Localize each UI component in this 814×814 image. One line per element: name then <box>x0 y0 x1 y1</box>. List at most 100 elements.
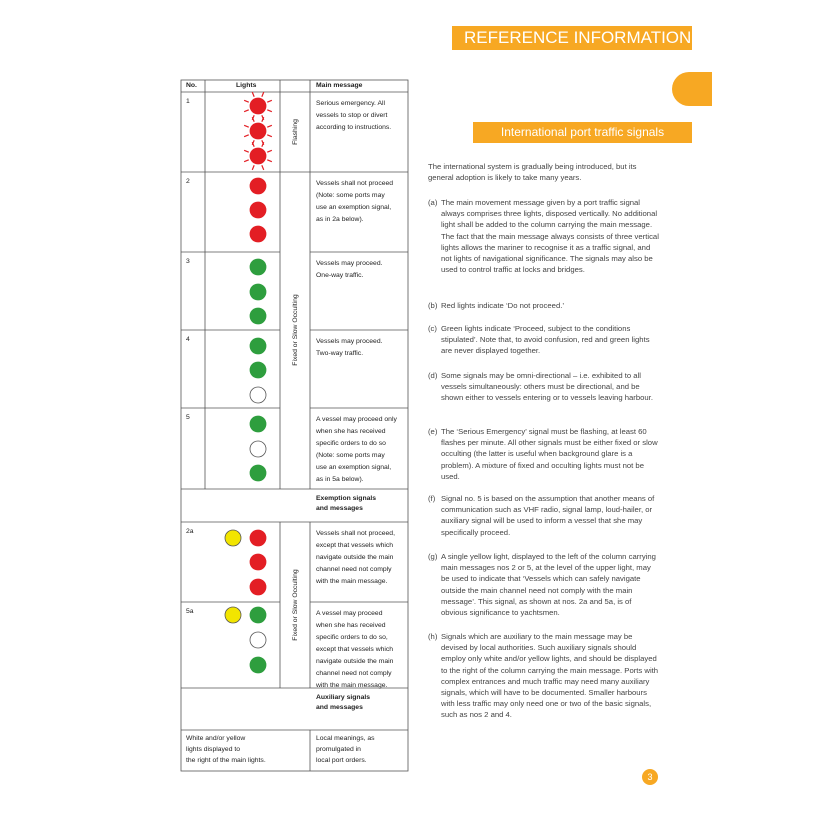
footer-message: Local meanings, as <box>316 735 375 742</box>
flash-ray <box>243 134 249 138</box>
signal-light <box>249 122 267 140</box>
message-line: A vessel may proceed only <box>316 416 397 423</box>
column-header: Main message <box>316 82 363 89</box>
row-number: 5a <box>186 608 194 615</box>
flash-ray <box>267 124 273 128</box>
signal-light <box>249 578 267 596</box>
item-text: Some signals may be omni-directional – i… <box>441 371 653 403</box>
flash-ray <box>251 116 255 122</box>
list-item: (h) Signals which are auxiliary to the ma… <box>428 631 660 721</box>
message-line: navigate outside the main <box>316 554 394 561</box>
row-number: 4 <box>186 336 190 343</box>
item-label: (c) <box>428 324 437 333</box>
footer-lights: White and/or yellow <box>186 735 246 742</box>
flash-ray <box>267 159 273 163</box>
signal-light <box>249 656 267 674</box>
signal-light <box>249 225 267 243</box>
list-item: (a) The main movement message given by a … <box>428 197 660 275</box>
item-label: (a) <box>428 198 438 207</box>
item-text: Red lights indicate ‘Do not proceed.’ <box>441 301 565 310</box>
signal-light <box>249 606 267 624</box>
signal-light <box>249 177 267 195</box>
signal-light <box>249 147 267 165</box>
flash-ray <box>243 109 249 113</box>
section-heading: Auxiliary signals <box>316 694 371 701</box>
message-line: except that vessels which <box>316 542 394 549</box>
signal-light <box>249 283 267 301</box>
flash-ray <box>261 91 265 97</box>
item-text: A single yellow light, displayed to the … <box>441 552 656 618</box>
signal-light <box>249 307 267 325</box>
list-item: (c) Green lights indicate ‘Proceed, subje… <box>428 323 660 357</box>
side-label: Fixed or Slow Occulting <box>292 294 299 366</box>
message-line: Vessels may proceed. <box>316 260 383 267</box>
footer-lights: lights displayed to <box>186 746 241 753</box>
flash-ray <box>267 149 273 153</box>
message-line: channel need not comply <box>316 670 392 677</box>
tab-marker <box>672 72 712 106</box>
signal-light <box>249 337 267 355</box>
section-title: International port traffic signals <box>473 122 692 143</box>
column-header: Lights <box>236 82 257 89</box>
signal-light <box>249 201 267 219</box>
flash-ray <box>261 165 265 171</box>
section-heading: and messages <box>316 505 363 512</box>
signal-light <box>249 361 267 379</box>
row-number: 5 <box>186 414 190 421</box>
footer-message: promulgated in <box>316 746 361 753</box>
signal-light <box>249 529 267 547</box>
side-label: Fixed or Slow Occulting <box>292 569 299 641</box>
intro-paragraph: The international system is gradually be… <box>428 162 637 183</box>
item-label: (e) <box>428 427 438 436</box>
message-line: Vessels shall not proceed, <box>316 530 395 537</box>
signal-light <box>249 97 267 115</box>
message-line: navigate outside the main <box>316 658 394 665</box>
section-heading: and messages <box>316 704 363 711</box>
column-header: No. <box>186 82 197 89</box>
side-label: Flashing <box>292 119 299 145</box>
flash-ray <box>261 116 265 122</box>
row-number: 2a <box>186 528 194 535</box>
flash-ray <box>243 159 249 163</box>
item-label: (g) <box>428 552 438 561</box>
row-number: 2 <box>186 178 190 185</box>
flash-ray <box>251 165 255 171</box>
message-line: with the main message. <box>316 578 388 585</box>
flash-ray <box>251 91 255 97</box>
item-text: The ‘Serious Emergency’ signal must be f… <box>441 427 658 481</box>
signal-light <box>224 606 242 624</box>
item-label: (h) <box>428 632 438 641</box>
item-text: The main movement message given by a por… <box>441 198 659 275</box>
message-line: specific orders to do so, <box>316 634 388 641</box>
page-title: REFERENCE INFORMATION <box>452 26 692 50</box>
message-line: as in 5a below). <box>316 476 364 483</box>
list-item: (d) Some signals may be omni-directional … <box>428 370 660 404</box>
message-line: use an exemption signal, <box>316 464 392 471</box>
item-text: Signals which are auxiliary to the main … <box>441 632 659 720</box>
message-line: Two-way traffic. <box>316 350 364 357</box>
flash-ray <box>267 109 273 113</box>
flash-ray <box>243 124 249 128</box>
flash-ray <box>243 99 249 103</box>
signal-light <box>249 440 267 458</box>
signal-light <box>249 631 267 649</box>
message-line: according to instructions. <box>316 124 392 131</box>
message-line: vessels to stop or divert <box>316 112 388 119</box>
message-line: Vessels shall not proceed <box>316 180 394 187</box>
footer-message: local port orders. <box>316 757 367 764</box>
message-line: (Note: some ports may <box>316 192 385 199</box>
signal-light <box>224 529 242 547</box>
message-line: with the main message. <box>316 682 388 689</box>
message-line: use an exemption signal, <box>316 204 392 211</box>
row-number: 1 <box>186 98 190 105</box>
flash-ray <box>243 149 249 153</box>
signal-light <box>249 258 267 276</box>
row-number: 3 <box>186 258 190 265</box>
message-line: except that vessels which <box>316 646 394 653</box>
flash-ray <box>267 99 273 103</box>
message-line: Serious emergency. All <box>316 100 386 107</box>
item-label: (f) <box>428 494 436 503</box>
footer-lights: the right of the main lights. <box>186 757 266 764</box>
